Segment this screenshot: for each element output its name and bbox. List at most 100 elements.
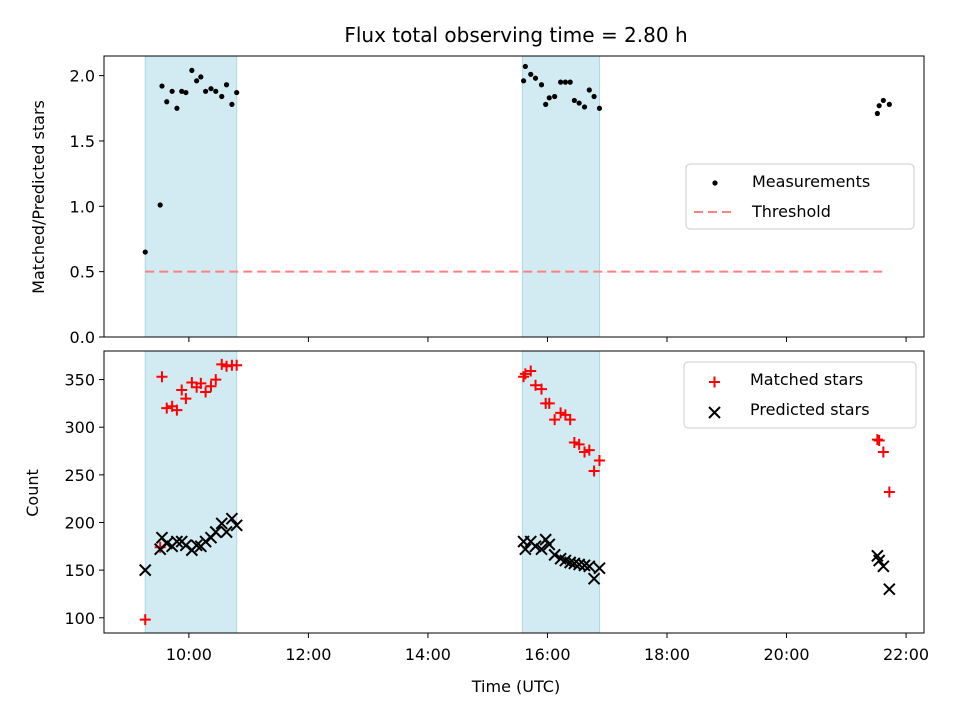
data-point [567,79,573,85]
data-point [205,380,217,392]
data-point [588,465,600,477]
data-point [880,97,886,104]
legend-marker-matched [709,376,720,388]
data-point [530,379,542,391]
data-point [587,572,601,585]
y-tick-label: 0.0 [70,328,95,347]
data-point [156,371,168,383]
data-point [189,67,195,73]
plot-frame [103,350,925,634]
bottom-y-axis-label: Count [23,469,42,517]
x-tick-label: 12:00 [285,645,331,664]
data-point [164,99,170,105]
legend: Measurements Threshold [685,163,915,230]
y-tick-label: 300 [64,418,95,437]
data-point [179,88,185,94]
data-point [596,105,603,111]
data-point [169,88,175,94]
data-point [171,404,183,416]
observing-window [521,350,600,634]
data-point [194,78,200,84]
data-point [210,374,222,386]
data-point [231,359,243,371]
data-point [873,435,885,447]
legend: Matched stars Predicted stars [683,361,917,429]
data-point [549,414,561,426]
data-point [576,100,582,106]
data-point [578,559,591,572]
data-point [872,554,886,567]
data-point [538,82,545,88]
legend-marker-measurements [712,180,718,186]
x-tick-label: 18:00 [644,645,690,664]
series-measurements [142,63,892,255]
data-point [876,103,882,109]
series-predicted-stars [139,512,896,596]
data-point [591,93,597,100]
data-point [546,95,552,101]
data-point [529,540,542,553]
data-point [532,75,539,81]
x-tick-label: 16:00 [524,645,570,664]
data-point [548,548,561,562]
top-y-axis-label: Matched/Predicted stars [29,100,48,294]
observing-window [144,350,238,634]
data-point [522,63,528,70]
data-point [571,97,577,104]
data-point [877,560,890,573]
observing-window [521,55,600,338]
x-tick-label: 22:00 [883,645,929,664]
data-point [525,365,537,377]
data-point [555,407,567,419]
data-point [213,88,219,94]
data-point [886,101,892,107]
data-point [157,202,163,208]
data-point [203,88,209,94]
data-point [190,539,203,552]
data-point [142,249,148,255]
chart-title: Flux total observing time = 2.80 h [344,23,687,47]
legend-label: Measurements [752,172,870,191]
y-tick-label: 1.5 [70,132,95,151]
data-point [183,89,189,96]
x-axis-label: Time (UTC) [471,677,560,696]
data-point [209,525,222,539]
data-point [564,414,576,426]
data-point [139,563,152,577]
data-point [535,383,547,395]
data-point [170,535,184,548]
y-tick-label: 150 [64,561,95,580]
data-point [229,101,235,107]
data-point [583,444,595,456]
legend-marker-predicted [708,406,721,419]
data-point [139,614,151,626]
y-tick-label: 0.5 [70,263,95,282]
y-tick-label: 100 [64,609,95,628]
data-point [874,110,880,117]
data-point [535,542,548,556]
data-point [573,438,585,450]
legend-label: Threshold [751,202,831,221]
data-point [543,101,549,107]
data-point [219,93,225,100]
data-point [528,71,534,77]
data-point [215,517,228,530]
data-point [579,446,591,458]
data-point [543,397,555,409]
data-point [568,557,581,570]
data-point [198,74,204,80]
data-point [568,436,580,448]
data-point [593,455,605,467]
data-point [520,78,527,84]
data-point [559,409,571,421]
data-point [593,562,606,575]
data-point [234,89,240,96]
data-point [558,79,564,85]
bottom-panel: 100 150 200 250 300 350 10:00 12:00 14:00 16:00 18… [64,350,929,664]
data-point [176,384,188,396]
legend-label: Predicted stars [750,400,870,419]
data-point [200,386,212,398]
data-point [225,512,239,525]
y-tick-label: 250 [64,466,95,485]
